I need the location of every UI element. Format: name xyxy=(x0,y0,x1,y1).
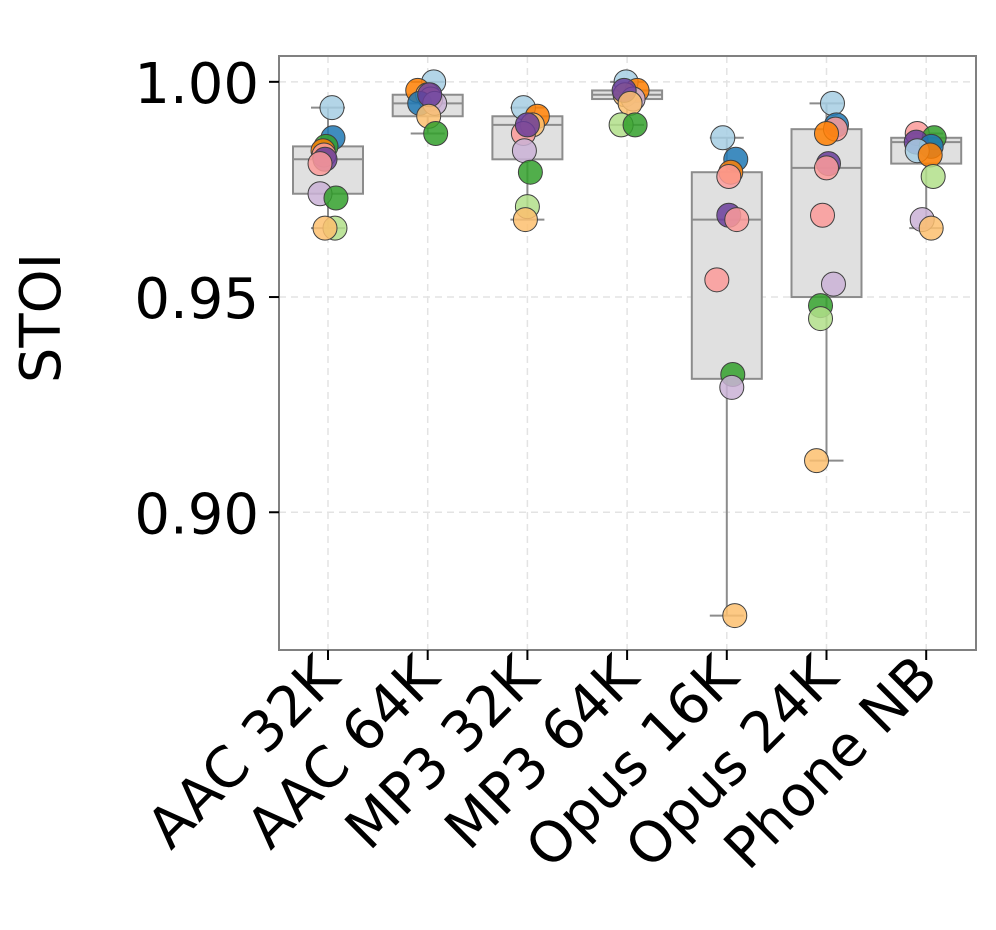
data-point xyxy=(312,215,338,241)
data-point xyxy=(918,215,944,241)
data-points xyxy=(307,69,947,629)
data-point xyxy=(423,120,449,146)
data-point xyxy=(724,207,750,233)
data-point xyxy=(704,267,730,293)
y-axis-label: STOI xyxy=(9,253,74,383)
y-tick-label: 0.90 xyxy=(134,482,259,547)
y-tick-label: 0.95 xyxy=(134,267,259,332)
data-point xyxy=(810,202,836,228)
data-point xyxy=(819,90,845,116)
y-tick-label: 1.00 xyxy=(134,52,259,117)
data-point xyxy=(710,125,736,151)
data-point xyxy=(511,138,537,164)
data-point xyxy=(804,448,830,474)
data-point xyxy=(917,142,943,168)
data-point xyxy=(719,374,745,400)
data-point xyxy=(716,164,742,190)
data-point xyxy=(319,95,345,121)
data-point xyxy=(512,207,538,233)
data-point xyxy=(814,155,839,181)
data-point xyxy=(814,120,839,146)
grid-lines xyxy=(279,56,976,650)
data-point xyxy=(417,82,443,108)
data-point xyxy=(517,159,543,185)
data-point xyxy=(622,112,648,138)
data-point xyxy=(307,151,333,177)
data-point xyxy=(808,306,834,332)
data-point xyxy=(920,164,946,190)
data-point xyxy=(722,603,748,629)
data-point xyxy=(820,271,846,297)
data-point xyxy=(323,185,349,211)
data-point xyxy=(514,112,540,138)
data-point xyxy=(617,90,643,116)
